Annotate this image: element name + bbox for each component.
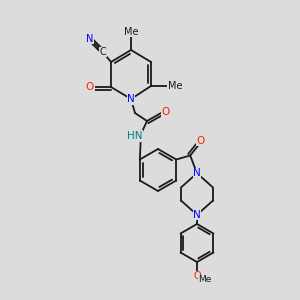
Text: N: N <box>127 94 135 104</box>
Text: Me: Me <box>168 81 182 91</box>
Text: N: N <box>86 34 94 44</box>
Text: C: C <box>100 47 106 57</box>
Text: O: O <box>193 271 201 281</box>
Text: O: O <box>196 136 204 146</box>
Text: Me: Me <box>124 27 138 37</box>
Text: N: N <box>193 210 201 220</box>
Text: N: N <box>193 168 201 178</box>
Text: HN: HN <box>127 131 143 141</box>
Text: O: O <box>86 82 94 92</box>
Text: O: O <box>162 107 170 117</box>
Text: Me: Me <box>198 275 212 284</box>
